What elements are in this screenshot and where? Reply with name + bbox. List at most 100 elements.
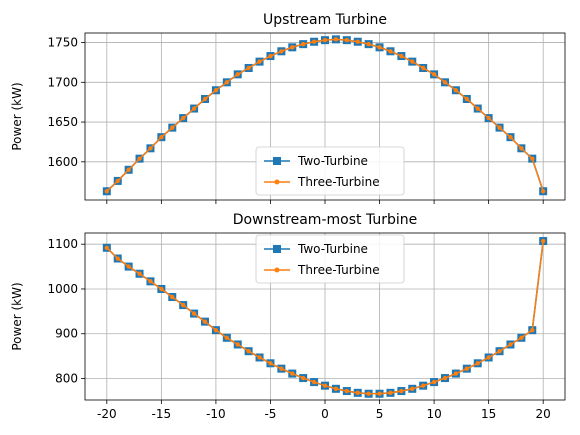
data-point <box>257 355 262 360</box>
legend-box <box>255 234 405 284</box>
y-tick-label: 800 <box>55 372 78 386</box>
data-point <box>300 41 306 47</box>
x-tick-label: 10 <box>426 407 441 421</box>
legend-marker <box>273 245 281 253</box>
x-tick-label: 5 <box>376 407 384 421</box>
x-tick-label: -15 <box>152 407 172 421</box>
data-point <box>399 53 404 59</box>
data-point <box>519 146 524 151</box>
data-point <box>279 49 284 54</box>
data-point <box>170 294 175 300</box>
data-point <box>126 264 131 269</box>
data-point <box>508 342 513 347</box>
data-point <box>148 146 153 151</box>
data-point <box>420 65 426 71</box>
data-point <box>410 386 415 392</box>
data-point <box>355 390 360 396</box>
data-point <box>519 335 524 340</box>
data-point <box>180 115 186 121</box>
data-point <box>453 371 459 376</box>
data-point <box>202 96 208 102</box>
subplot-downstream: -20 -15 -10 -5 0 5 10 15 20 800 900 1000 1100 Downstr… <box>10 212 566 421</box>
data-point <box>399 388 404 394</box>
y-tick-label: 1750 <box>47 36 78 50</box>
data-point <box>279 366 284 371</box>
data-point <box>540 238 546 244</box>
y-tick-label: 1100 <box>47 237 78 251</box>
data-point <box>104 189 110 194</box>
legend-label: Three-Turbine <box>297 175 380 189</box>
x-tick-label: -20 <box>97 407 117 421</box>
legend-marker <box>273 157 281 165</box>
data-point <box>497 348 502 354</box>
data-point <box>344 388 350 394</box>
data-point <box>137 271 142 276</box>
data-point <box>464 366 470 371</box>
legend-label: Two-Turbine <box>297 242 368 256</box>
data-point <box>388 390 393 396</box>
data-point <box>464 96 470 102</box>
data-point <box>290 45 295 50</box>
y-tick-label: 1650 <box>47 115 78 129</box>
y-axis-label: Power (kW) <box>10 82 24 150</box>
data-point <box>355 39 360 44</box>
data-point <box>486 355 491 360</box>
x-tick-label: 0 <box>321 407 329 421</box>
data-point <box>300 375 306 381</box>
data-point <box>442 375 448 381</box>
data-point <box>344 37 350 43</box>
y-tick-label: 900 <box>55 327 78 341</box>
data-point <box>159 134 164 140</box>
x-tick-label: -10 <box>206 407 226 421</box>
data-point <box>453 88 459 93</box>
data-point <box>235 72 240 77</box>
data-point <box>530 156 535 161</box>
data-point <box>540 189 546 194</box>
data-point <box>431 379 437 385</box>
data-point <box>475 361 480 366</box>
data-point <box>410 59 415 64</box>
data-point <box>191 311 197 316</box>
data-point <box>137 156 142 161</box>
data-point <box>268 53 273 59</box>
data-point <box>377 391 382 396</box>
data-point <box>388 49 393 54</box>
data-point <box>224 80 230 85</box>
chart-title: Downstream-most Turbine <box>233 212 418 228</box>
data-point <box>104 245 110 250</box>
data-point <box>257 59 262 64</box>
data-point <box>442 80 448 85</box>
data-point <box>202 319 208 324</box>
data-point <box>224 335 230 340</box>
data-point <box>311 379 317 385</box>
data-point <box>333 386 339 392</box>
data-point <box>333 37 339 42</box>
x-tick-label: -5 <box>264 407 276 421</box>
legend-marker <box>274 179 280 185</box>
data-point <box>268 361 273 366</box>
data-point <box>366 41 371 47</box>
data-point <box>213 88 219 93</box>
data-point <box>420 383 426 388</box>
data-point <box>213 327 219 333</box>
data-point <box>322 383 328 388</box>
data-point <box>322 37 328 43</box>
data-point <box>115 178 120 184</box>
subplot-upstream: 1600 1650 1700 1750 Upstream Turbine Power (k… <box>10 12 566 204</box>
chart-title: Upstream Turbine <box>263 12 387 28</box>
data-point <box>170 125 175 130</box>
x-tick-label: 15 <box>481 407 496 421</box>
legend-label: Two-Turbine <box>297 154 368 168</box>
legend-box <box>255 146 405 196</box>
data-point <box>530 327 535 333</box>
data-point <box>311 39 317 44</box>
data-point <box>431 72 437 77</box>
y-tick-label: 1600 <box>47 155 78 169</box>
data-point <box>191 106 197 111</box>
x-tick-label: 20 <box>536 407 551 421</box>
data-point <box>115 256 120 261</box>
data-point <box>290 371 295 376</box>
data-point <box>246 65 251 71</box>
legend-marker <box>274 267 280 273</box>
